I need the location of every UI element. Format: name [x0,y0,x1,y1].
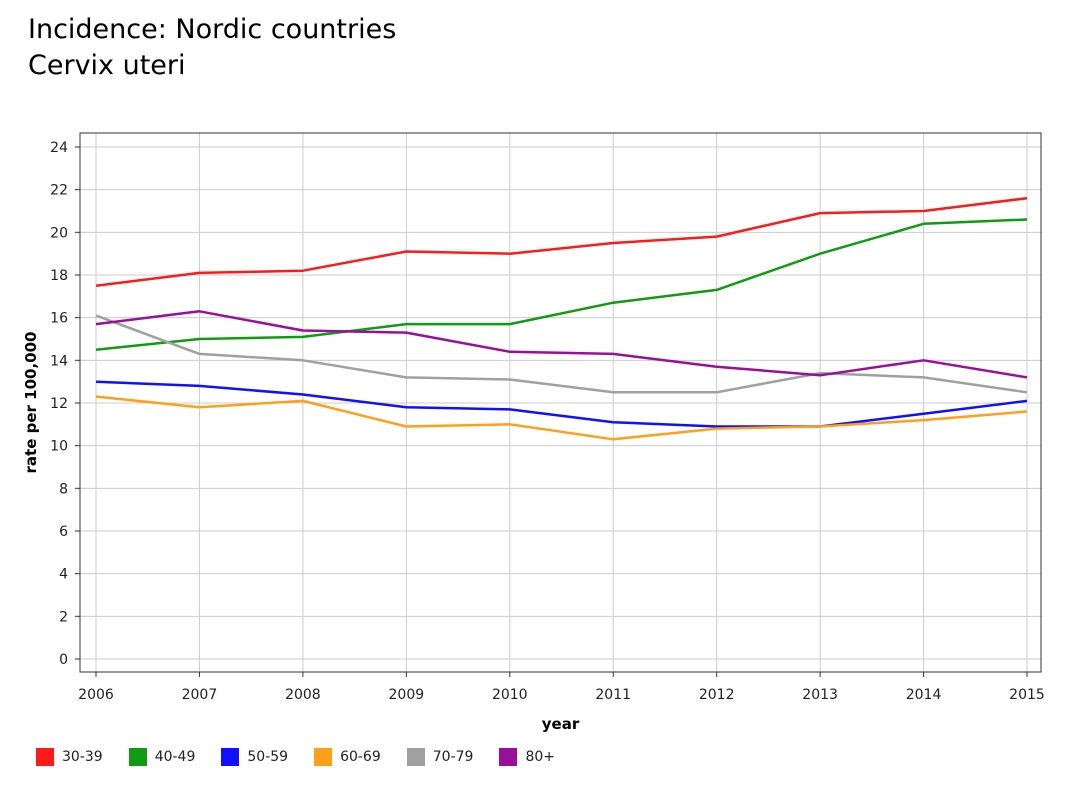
y-tick-label: 14 [50,353,68,369]
x-tick-label: 2015 [1009,687,1045,703]
legend-label: 70-79 [432,749,474,765]
legend-label: 50-59 [247,749,289,765]
y-tick-label: 22 [50,183,68,199]
series-line-70-79 [95,314,1028,394]
x-tick-label: 2009 [389,687,425,703]
x-tick-label: 2007 [182,687,218,703]
legend-label: 40-49 [154,749,196,765]
y-tick-label: 18 [50,268,68,284]
legend-item: 40-49 [128,748,196,766]
series-line-40-49 [95,218,1028,351]
x-tick-label: 2014 [906,687,942,703]
legend-label: 30-39 [62,749,103,765]
legend: 30-39 40-49 50-59 60-69 70-79 80+ [36,748,581,766]
y-tick-label: 24 [50,140,68,156]
legend-swatch [406,748,425,766]
series-line-50-59 [95,380,1028,428]
x-axis-title: year [542,715,580,733]
legend-item: 70-79 [406,748,474,766]
legend-item: 80+ [499,748,555,766]
y-tick-label: 8 [59,481,68,497]
y-axis-title: rate per 100,000 [22,332,40,474]
y-tick-label: 16 [50,311,68,327]
y-tick-label: 20 [50,225,68,241]
grid-layer [80,133,1041,672]
y-tick-label: 4 [59,567,68,583]
x-tick-label: 2006 [78,687,114,703]
x-tick-label: 2010 [492,687,528,703]
title-block: Incidence: Nordic countries Cervix uteri [28,12,396,84]
series-layer [95,196,1028,441]
series-line-30-39 [95,196,1028,287]
x-tick-label: 2008 [285,687,321,703]
chart-subtitle: Cervix uteri [28,50,186,81]
legend-swatch [36,748,54,766]
legend-swatch [128,748,147,766]
y-tick-label: 6 [59,524,68,540]
y-tick-label: 2 [59,609,68,625]
legend-swatch [499,748,518,766]
x-tick-label: 2011 [595,687,631,703]
x-tick-label: 2013 [802,687,838,703]
series-line-80+ [95,310,1028,379]
legend-item: 60-69 [314,748,381,766]
x-tick-label: 2012 [699,687,735,703]
y-tick-label: 12 [50,396,68,412]
legend-swatch [221,748,240,766]
series-line-60-69 [95,395,1028,441]
legend-label: 80+ [525,749,555,765]
legend-item: 50-59 [221,748,288,766]
legend-swatch [314,748,333,766]
legend-item: 30-39 [36,748,103,766]
y-tick-label: 10 [50,439,68,455]
y-tick-label: 0 [59,652,68,668]
legend-label: 60-69 [340,749,381,765]
chart-title: Incidence: Nordic countries [28,14,397,45]
